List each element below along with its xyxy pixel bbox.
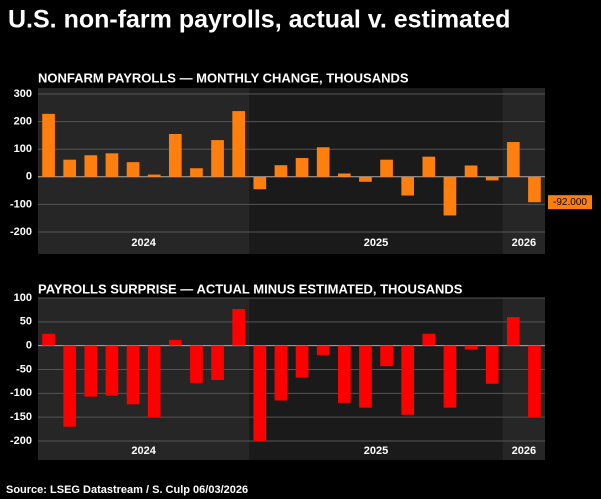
year-label: 2024 [131,445,156,457]
y-tick-label: -100 [10,387,32,399]
bar [232,111,246,177]
bar [84,345,98,397]
bar [422,156,436,177]
bar [464,345,478,350]
year-band [249,88,503,254]
bar [485,176,499,181]
bar [506,142,520,177]
y-tick-label: -100 [10,198,32,210]
bar [232,308,246,346]
year-label: 2026 [512,237,536,249]
bar [126,345,140,405]
bar [253,345,267,441]
bar [337,345,351,403]
bar [380,345,393,367]
page-title: U.S. non-farm payrolls, actual v. estima… [8,6,510,34]
bar [42,113,55,177]
bar [168,339,182,346]
y-tick-label: 0 [26,171,32,183]
year-label: 2025 [364,237,388,249]
panel-title: NONFARM PAYROLLS — MONTHLY CHANGE, THOUS… [38,70,409,85]
bar [316,345,330,356]
y-tick-label: 50 [20,316,32,328]
source: Source: LSEG Datastream / S. Culp 06/03/… [6,484,248,496]
y-tick-label: 0 [26,340,32,352]
bar [528,345,541,418]
bar [380,159,393,177]
bar [211,140,224,177]
bar [274,165,288,177]
bar [190,168,203,177]
y-tick-label: 100 [14,292,32,304]
bar [84,155,98,177]
panel-title: PAYROLLS SURPRISE — ACTUAL MINUS ESTIMAT… [38,281,463,296]
bar [443,345,457,408]
bar [105,345,119,396]
year-label: 2025 [364,445,388,457]
bar [274,345,288,401]
bar [147,345,161,418]
value-callout-label: -92.000 [553,197,587,208]
bar [63,159,77,177]
y-tick-label: 100 [14,143,32,155]
bar [443,176,457,216]
bar [105,153,119,177]
y-tick-label: 300 [14,88,32,100]
bar [528,176,541,203]
y-tick-label: -50 [16,363,32,375]
bar [401,176,415,196]
bar [422,333,436,346]
bar [401,345,415,415]
bar [253,176,267,190]
bar [506,317,520,346]
bar [126,162,140,177]
bar [211,345,224,380]
bar [359,176,372,182]
y-tick-label: 200 [14,116,32,128]
year-band [249,298,503,460]
bar [464,165,478,177]
bar [147,174,161,177]
bar [295,345,309,378]
bar [168,134,182,177]
y-tick-label: -200 [10,226,32,238]
bar [63,345,77,427]
year-label: 2024 [131,237,156,249]
bar [337,173,351,177]
bar [190,345,203,383]
year-label: 2026 [512,445,536,457]
y-tick-label: -150 [10,411,32,423]
value-callout [548,195,592,210]
bar [295,158,309,177]
bar [42,333,55,346]
bar [485,345,499,384]
bar [316,147,330,177]
y-tick-label: -200 [10,435,32,447]
bar [359,345,372,408]
